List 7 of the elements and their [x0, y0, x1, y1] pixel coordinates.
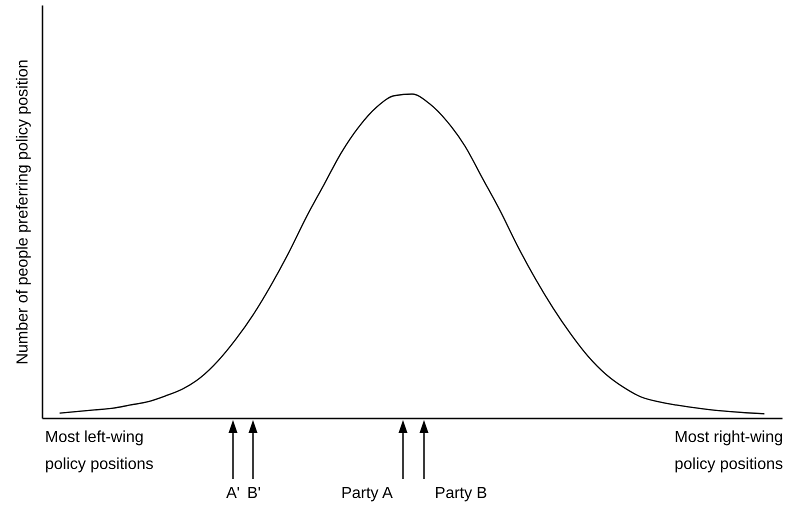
text: Party A: [340, 484, 394, 504]
text: Most left-wing policy positions: [45, 428, 154, 475]
text: Party B: [434, 484, 488, 504]
y-axis-title: Number of people preferring policy position: [14, 59, 32, 365]
text: A': [226, 485, 240, 502]
text: Most right-wing policy positions: [674, 428, 783, 475]
text: B': [247, 485, 261, 502]
